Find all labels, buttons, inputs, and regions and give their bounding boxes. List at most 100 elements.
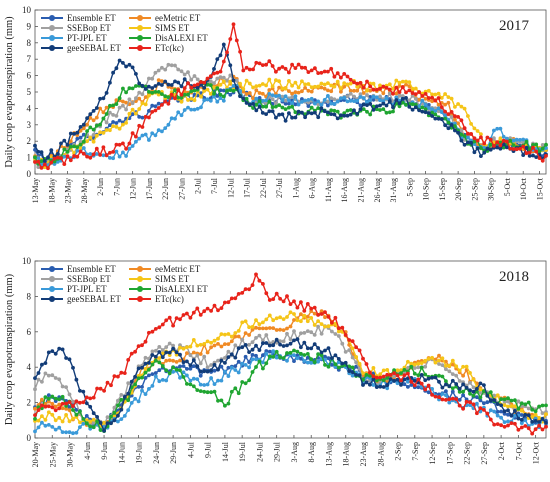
- data-point: [446, 112, 451, 116]
- data-point: [527, 150, 532, 155]
- data-point: [104, 153, 109, 158]
- data-point: [345, 82, 350, 87]
- data-point: [290, 95, 294, 99]
- data-point: [323, 363, 327, 367]
- data-point: [426, 88, 431, 93]
- data-point: [205, 369, 210, 374]
- data-point: [78, 400, 82, 405]
- data-point: [81, 421, 86, 426]
- data-point: [466, 114, 470, 118]
- data-point: [502, 412, 507, 416]
- data-point: [281, 344, 286, 348]
- data-point: [348, 112, 353, 117]
- data-point: [378, 108, 382, 112]
- data-point: [348, 88, 353, 93]
- data-point: [274, 291, 279, 296]
- data-point: [147, 109, 151, 113]
- data-point: [134, 134, 138, 139]
- data-point: [326, 346, 331, 350]
- data-point: [117, 142, 122, 147]
- data-point: [218, 96, 223, 100]
- data-point: [114, 121, 119, 125]
- data-point: [335, 116, 340, 121]
- data-point: [323, 354, 327, 359]
- data-point: [102, 388, 106, 393]
- data-point: [439, 105, 444, 109]
- data-point: [345, 113, 350, 118]
- data-point: [506, 399, 510, 404]
- data-point: [147, 115, 151, 120]
- data-point: [267, 343, 272, 348]
- data-point: [462, 106, 467, 111]
- series-geesebal-et: [33, 42, 548, 164]
- data-point: [278, 296, 282, 301]
- data-point: [290, 115, 294, 120]
- data-point: [208, 92, 213, 96]
- x-tick-label: 14-Jul: [221, 441, 230, 462]
- data-point: [339, 86, 343, 91]
- data-point: [260, 98, 265, 103]
- data-point: [233, 386, 238, 391]
- data-point: [437, 353, 441, 358]
- data-point: [305, 302, 310, 306]
- data-point: [378, 86, 382, 91]
- data-point: [462, 126, 467, 131]
- data-point: [178, 345, 182, 350]
- data-point: [295, 318, 300, 323]
- y-axis-label: Daily crop evapotranspiration (mm): [4, 16, 15, 168]
- data-point: [387, 82, 392, 87]
- data-point: [281, 328, 286, 332]
- data-point: [250, 353, 255, 357]
- data-point: [219, 364, 224, 369]
- data-point: [433, 375, 438, 380]
- data-point: [191, 358, 196, 363]
- data-point: [444, 367, 448, 372]
- data-point: [91, 417, 96, 422]
- data-point: [126, 381, 131, 385]
- data-point: [71, 408, 75, 412]
- data-point: [345, 99, 350, 104]
- data-point: [330, 329, 334, 334]
- data-point: [347, 348, 352, 352]
- data-point: [88, 396, 93, 401]
- data-point: [449, 123, 454, 127]
- data-point: [176, 95, 181, 100]
- data-point: [423, 107, 428, 112]
- data-point: [251, 102, 256, 106]
- data-point: [461, 364, 465, 369]
- data-point: [247, 325, 252, 330]
- data-point: [274, 104, 278, 109]
- x-tick-label: 27-Jun: [177, 178, 186, 200]
- data-point: [319, 312, 324, 316]
- data-point: [74, 408, 79, 412]
- data-point: [323, 310, 327, 314]
- data-point: [176, 110, 181, 115]
- data-point: [251, 96, 256, 101]
- data-point: [261, 282, 265, 286]
- y-tick-label: 10: [22, 5, 32, 15]
- data-point: [475, 146, 480, 151]
- data-point: [160, 65, 164, 70]
- data-point: [485, 393, 490, 398]
- data-point: [290, 104, 294, 109]
- data-point: [437, 395, 441, 399]
- x-tick-label: 12-Jun: [129, 178, 138, 200]
- data-point: [471, 389, 476, 394]
- data-point: [319, 106, 324, 111]
- data-point: [212, 91, 216, 96]
- x-tick-label: 30-May: [66, 442, 75, 467]
- data-point: [191, 364, 196, 368]
- data-point: [364, 362, 369, 366]
- data-point: [416, 365, 421, 370]
- data-point: [449, 115, 454, 119]
- data-point: [387, 91, 392, 96]
- data-point: [234, 38, 239, 43]
- data-point: [355, 98, 360, 103]
- data-point: [348, 108, 353, 112]
- data-point: [417, 97, 421, 102]
- data-point: [247, 333, 252, 337]
- series-etc-kc-: [33, 22, 548, 171]
- data-point: [147, 93, 151, 98]
- data-point: [67, 400, 72, 404]
- data-point: [530, 407, 535, 412]
